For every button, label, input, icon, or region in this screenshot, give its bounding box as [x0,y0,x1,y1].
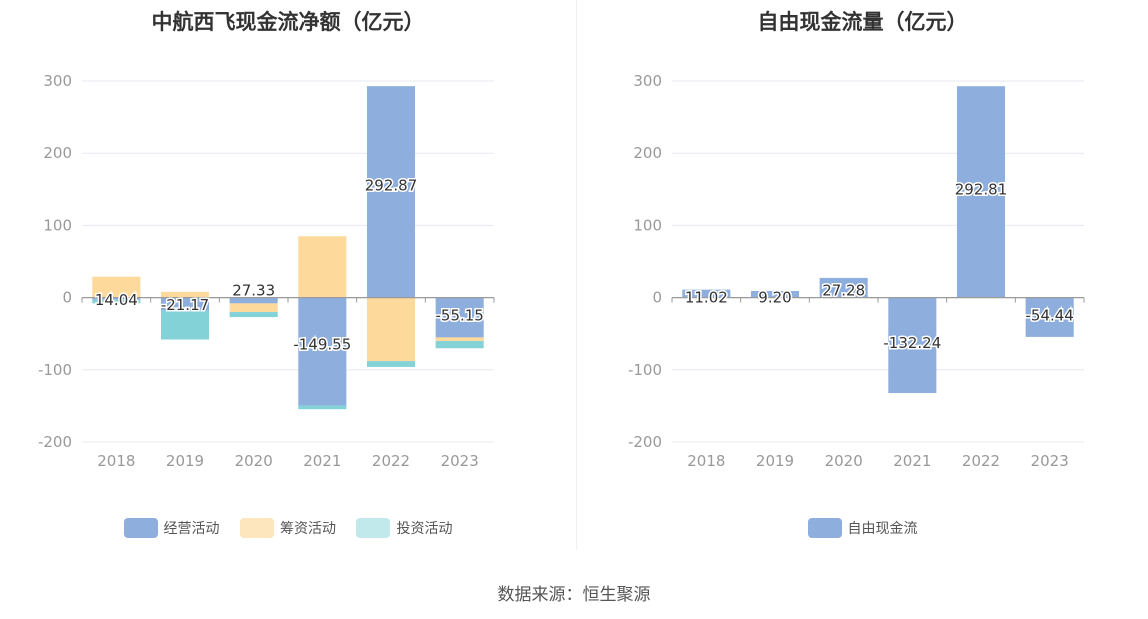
bar-free-2021[interactable] [888,297,937,394]
bar-financing-2020[interactable] [229,303,278,313]
y-tick-label: 200 [633,144,662,162]
y-tick-label: 300 [43,72,72,90]
free-cash-flow-chart: 自由现金流量（亿元） 300 200 100 0 -100 -200 2018 2019 202… [577,0,1148,560]
data-label: -21.17 [161,296,209,314]
legend-swatch-free-cash-flow [807,518,842,538]
legend: 经营活动 筹资活动 投资活动 [0,518,576,542]
legend-swatch-operating [123,518,158,538]
data-label: 292.87 [365,177,418,195]
bar-investing-2018[interactable] [92,299,141,304]
panel-divider [576,0,577,550]
bar-financing-2022[interactable] [366,297,416,362]
bar-free-2020[interactable] [819,277,868,298]
bar-free-2019[interactable] [750,290,800,298]
x-tick-label: 2022 [372,452,410,470]
chart-title: 中航西飞现金流净额（亿元） [151,10,425,34]
legend-item-investing[interactable]: 投资活动 [356,518,452,538]
legend-swatch-financing [240,518,274,538]
bar-operating-2020[interactable] [229,297,278,304]
bar-investing-2022[interactable] [366,361,416,367]
data-source: 数据来源：恒生聚源 [497,585,651,605]
x-tick-label: 2018 [97,452,135,470]
x-tick-label: 2021 [303,452,341,470]
y-tick-label: -200 [628,433,662,451]
legend-label-operating: 经营活动 [163,521,220,537]
data-label: -149.55 [293,336,351,354]
bar-investing-2023[interactable] [435,341,484,349]
y-tick-label: 100 [633,216,662,234]
bar-operating-2018[interactable] [92,297,141,300]
data-label: -55.15 [435,307,483,325]
x-tick-label: 2022 [962,452,1000,470]
data-label: 14.04 [95,291,138,309]
cash-flow-net-plot: 300 200 100 0 -100 -200 2018 2019 2020 2021 2022 20… [38,72,495,470]
bar-operating-2022[interactable] [366,86,416,298]
x-tick-label: 2021 [893,452,931,470]
bar-operating-2023[interactable] [435,297,484,338]
data-label: 292.81 [955,180,1008,198]
bar-free-2023[interactable] [1025,297,1074,337]
bar-financing-2023[interactable] [435,337,484,342]
x-tick-label: 2023 [1031,452,1069,470]
y-tick-label: 100 [43,216,72,234]
bar-operating-2021[interactable] [298,297,347,406]
bar-free-2022[interactable] [956,86,1006,298]
legend-label-financing: 筹资活动 [280,521,336,537]
bar-investing-2021[interactable] [298,405,347,410]
data-label: 9.20 [758,289,791,307]
bar-investing-2019[interactable] [160,310,210,340]
bar-operating-2019[interactable] [160,297,210,311]
x-tick-label: 2019 [166,452,204,470]
data-label: -132.24 [883,334,941,352]
y-tick-label: 300 [633,72,662,90]
y-tick-label: -100 [628,361,662,379]
data-label: 11.02 [685,289,728,307]
y-tick-label: -200 [38,433,72,451]
data-label: 27.33 [232,281,275,299]
bar-investing-2020[interactable] [229,312,278,318]
y-tick-label: 200 [43,144,72,162]
chart-title: 自由现金流量（亿元） [757,10,968,34]
legend-item-free-cash-flow[interactable]: 自由现金流 [807,518,918,538]
y-tick-label: 0 [62,289,72,307]
legend-item-operating[interactable]: 经营活动 [123,518,220,538]
legend: 自由现金流 [577,518,1148,542]
x-tick-label: 2023 [441,452,479,470]
x-tick-label: 2020 [235,452,273,470]
bar-free-2018[interactable] [682,289,731,298]
legend-swatch-investing [356,518,391,538]
y-tick-label: -100 [38,361,72,379]
cash-flow-net-chart: 中航西飞现金流净额（亿元） 300 200 100 0 -100 -200 2018 2019… [0,0,576,560]
bar-financing-2018[interactable] [92,276,141,298]
x-tick-label: 2020 [825,452,863,470]
x-tick-label: 2019 [756,452,794,470]
legend-label-free-cash-flow: 自由现金流 [847,521,918,537]
y-tick-label: 0 [652,289,662,307]
free-cash-flow-plot: 300 200 100 0 -100 -200 2018 2019 2020 2021 2022 20… [628,72,1085,470]
legend-item-financing[interactable]: 筹资活动 [240,518,336,538]
x-tick-label: 2018 [687,452,725,470]
data-label: 27.28 [822,281,865,299]
legend-label-investing: 投资活动 [396,521,453,537]
bar-financing-2021[interactable] [298,236,347,298]
bar-financing-2019[interactable] [160,291,210,298]
data-label: -54.44 [1025,307,1073,325]
